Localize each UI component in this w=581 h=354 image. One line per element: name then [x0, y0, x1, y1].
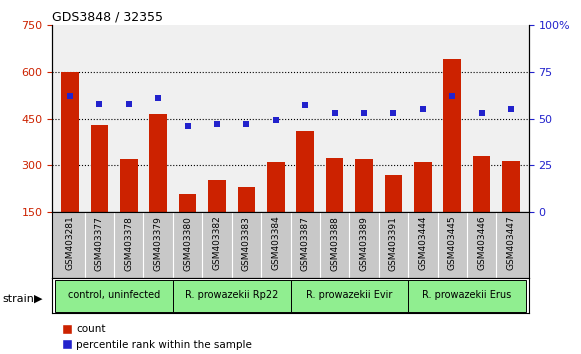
Text: R. prowazekii Rp22: R. prowazekii Rp22 [185, 290, 278, 300]
Text: GSM403447: GSM403447 [507, 216, 515, 270]
Bar [414, 162, 432, 212]
Text: R. prowazekii Erus: R. prowazekii Erus [422, 290, 512, 300]
Bar [326, 158, 343, 212]
Text: GSM403391: GSM403391 [389, 216, 398, 270]
Bar [173, 280, 290, 312]
Bar [238, 187, 255, 212]
Bar [473, 156, 490, 212]
Bar [443, 59, 461, 212]
Text: ▶: ▶ [34, 294, 42, 304]
Text: GSM403446: GSM403446 [477, 216, 486, 270]
Text: GSM403378: GSM403378 [124, 216, 133, 270]
Bar [385, 175, 402, 212]
Text: R. prowazekii Evir: R. prowazekii Evir [306, 290, 393, 300]
Text: strain: strain [3, 294, 35, 304]
Bar [149, 114, 167, 212]
Text: GSM403389: GSM403389 [360, 216, 368, 270]
Text: GSM403388: GSM403388 [330, 216, 339, 270]
Bar [355, 159, 373, 212]
Text: GSM403380: GSM403380 [183, 216, 192, 270]
Bar [91, 125, 108, 212]
Text: GSM403384: GSM403384 [271, 216, 280, 270]
Text: GSM403379: GSM403379 [153, 216, 163, 270]
Text: GDS3848 / 32355: GDS3848 / 32355 [52, 11, 163, 24]
Bar [55, 280, 173, 312]
Text: GSM403387: GSM403387 [301, 216, 310, 270]
Text: GSM403382: GSM403382 [213, 216, 221, 270]
Text: GSM403281: GSM403281 [66, 216, 74, 270]
Bar [296, 131, 314, 212]
Bar [502, 161, 520, 212]
Bar [408, 280, 526, 312]
Bar [61, 72, 79, 212]
Text: GSM403445: GSM403445 [448, 216, 457, 270]
Text: GSM403383: GSM403383 [242, 216, 251, 270]
Bar [267, 162, 285, 212]
Legend: count, percentile rank within the sample: count, percentile rank within the sample [58, 320, 256, 354]
Bar [290, 280, 408, 312]
Bar [120, 159, 138, 212]
Text: control, uninfected: control, uninfected [68, 290, 160, 300]
Bar [179, 194, 196, 212]
Text: GSM403377: GSM403377 [95, 216, 104, 270]
Bar [208, 179, 226, 212]
Text: GSM403444: GSM403444 [418, 216, 428, 270]
